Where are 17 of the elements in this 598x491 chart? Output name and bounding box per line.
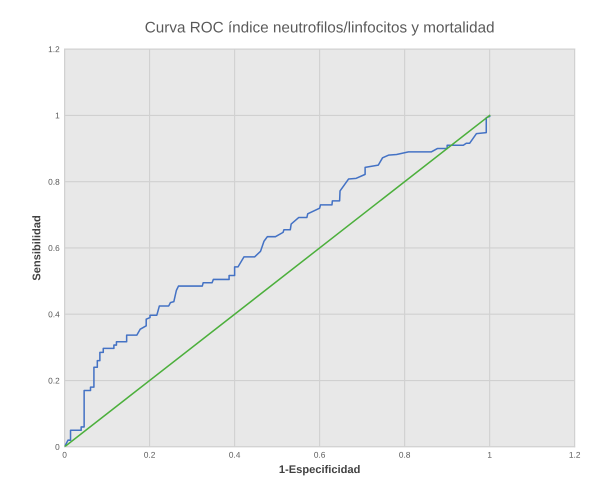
y-tick-label: 0	[55, 444, 60, 450]
x-tick-label: 0.2	[144, 452, 155, 458]
x-tick-label: 1	[488, 452, 492, 458]
y-axis-title: Sensibilidad	[32, 216, 40, 280]
y-tick-label: 0.6	[48, 245, 60, 252]
chart-title: Curva ROC índice neutrofilos/linfocitos y mortalidad	[146, 21, 494, 36]
y-tick-label: 0.4	[48, 311, 60, 318]
x-tick-label: 0	[62, 452, 67, 458]
x-tick-label: 0.6	[314, 452, 326, 458]
x-tick-label: 1.2	[570, 452, 580, 458]
y-tick-label: 0.8	[48, 178, 60, 185]
y-tick-label: 0.2	[48, 378, 60, 384]
x-tick-label: 0.8	[399, 452, 410, 458]
x-axis-title: 1-Especificidad	[280, 464, 360, 476]
y-tick-label: 1.2	[48, 46, 60, 52]
y-tick-label: 1	[56, 112, 60, 118]
x-tick-label: 0.4	[229, 452, 240, 458]
